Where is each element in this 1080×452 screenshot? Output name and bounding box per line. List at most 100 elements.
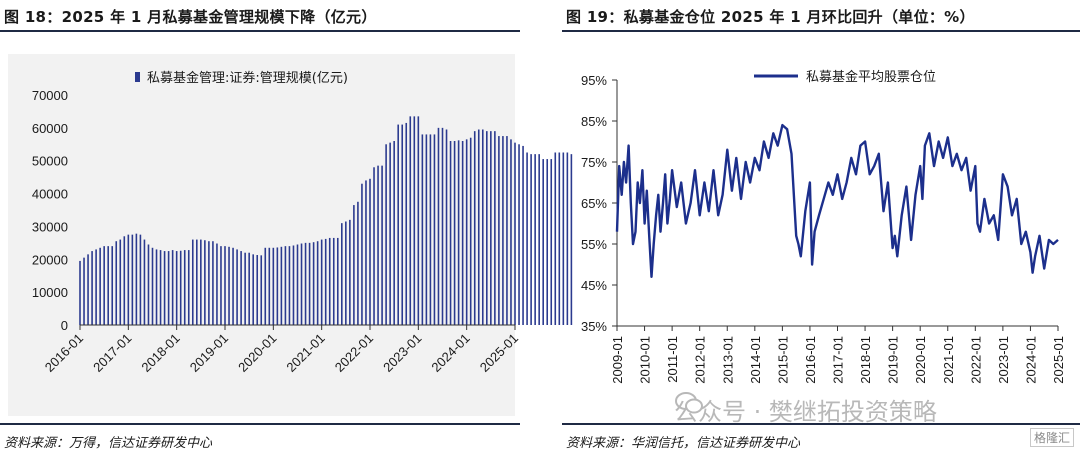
- right-x-tick-label: 2010-01: [638, 336, 653, 384]
- left-bar: [240, 251, 242, 325]
- left-x-tick-label: 2016-01: [42, 331, 86, 375]
- left-bar: [292, 245, 295, 325]
- left-x-tick-label: 2021-01: [283, 331, 327, 375]
- left-x-tick-label: 2020-01: [235, 331, 279, 375]
- left-bar: [187, 250, 190, 325]
- left-bar: [417, 116, 420, 325]
- left-y-tick-label: 40000: [32, 187, 68, 202]
- right-source-note: 资料来源：华润信托，信达证券研发中心: [566, 436, 801, 451]
- left-bar: [119, 239, 122, 325]
- left-bar: [143, 239, 146, 325]
- left-bar: [465, 139, 468, 325]
- left-y-tick-label: 0: [61, 318, 68, 333]
- left-bar: [288, 246, 291, 325]
- left-bar: [437, 127, 440, 325]
- left-x-tick-label: 2019-01: [187, 331, 231, 375]
- left-bar: [131, 234, 134, 325]
- right-x-tick-label: 2018-01: [858, 336, 873, 384]
- right-y-tick-label: 95%: [581, 73, 607, 88]
- left-bar: [252, 254, 254, 325]
- left-legend-label: 私募基金管理:证券:管理规模(亿元): [147, 70, 348, 86]
- left-bar: [284, 246, 287, 325]
- left-bar: [413, 116, 416, 325]
- left-x-tick-label: 2025-01: [477, 331, 521, 375]
- left-bar: [87, 254, 89, 325]
- right-x-tick-label: 2024-01: [1023, 336, 1038, 384]
- left-bar: [204, 240, 206, 325]
- right-x-tick-label: 2021-01: [941, 336, 956, 384]
- left-bar: [328, 237, 331, 325]
- left-bar: [236, 249, 238, 325]
- left-bar: [248, 252, 250, 325]
- left-bar: [453, 141, 456, 325]
- left-bar: [316, 241, 319, 325]
- left-bar: [79, 260, 81, 325]
- left-bar: [345, 221, 347, 325]
- left-bar: [365, 180, 367, 325]
- left-bar: [486, 131, 488, 325]
- right-line-chart: 35% 45% 55% 65% 75% 85% 95% 2009-01 2010-01 2011-…: [581, 69, 1066, 384]
- left-bar: [457, 140, 460, 325]
- right-y-tick-label: 65%: [581, 196, 607, 211]
- left-y-tick-label: 30000: [32, 219, 68, 234]
- left-bar: [357, 201, 359, 325]
- left-bar: [228, 246, 230, 325]
- right-series-line: [615, 123, 1059, 278]
- left-bar: [208, 241, 210, 325]
- right-x-tick-label: 2011-01: [665, 336, 680, 383]
- left-bar: [196, 239, 198, 325]
- left-bar: [135, 233, 138, 325]
- left-bar: [216, 243, 218, 325]
- left-bar: [514, 142, 516, 325]
- left-bar: [276, 247, 279, 325]
- left-bar: [369, 178, 371, 325]
- left-bar: [304, 242, 307, 325]
- left-bar: [405, 122, 408, 325]
- left-bar: [272, 247, 275, 325]
- left-bar: [510, 139, 512, 325]
- left-bar: [522, 145, 524, 325]
- left-bar: [546, 159, 549, 325]
- left-bar: [123, 236, 126, 325]
- left-bar: [103, 246, 105, 325]
- wechat-watermark: 公众号 · 樊继拓投资策略: [674, 390, 1054, 428]
- right-figure-title: 图 19：私募基金仓位 2025 年 1 月环比回升（单位：%）: [566, 8, 975, 26]
- right-x-tick-label: 2023-01: [996, 336, 1011, 384]
- left-bar: [212, 241, 214, 325]
- left-bar: [151, 247, 154, 325]
- left-bar: [558, 152, 561, 325]
- left-x-tick-label: 2024-01: [428, 331, 472, 375]
- left-bar: [373, 167, 375, 325]
- left-bar: [481, 129, 484, 325]
- left-bar: [159, 250, 162, 325]
- left-bar: [425, 134, 428, 325]
- left-bar: [280, 246, 283, 325]
- left-bar: [401, 124, 404, 325]
- left-bar: [324, 238, 327, 325]
- left-bar: [179, 250, 182, 325]
- right-title-rule: [562, 30, 1080, 32]
- left-bar: [163, 251, 166, 325]
- left-x-tick-label: 2017-01: [90, 331, 134, 375]
- left-bar: [530, 154, 532, 325]
- left-x-tick-label: 2018-01: [138, 331, 182, 375]
- left-bar: [268, 247, 271, 325]
- left-bar: [244, 252, 246, 325]
- left-bar: [349, 219, 351, 325]
- left-bar: [449, 141, 452, 325]
- left-figure-title: 图 18：2025 年 1 月私募基金管理规模下降（亿元）: [4, 8, 377, 26]
- right-footer-rule: [562, 423, 1080, 425]
- left-x-tick-label: 2023-01: [380, 331, 424, 375]
- left-bar: [526, 152, 528, 325]
- right-x-tick-label: 2013-01: [720, 336, 735, 384]
- left-bar: [155, 249, 158, 325]
- right-x-tick-label: 2017-01: [831, 336, 846, 384]
- left-bar: [393, 141, 395, 325]
- right-y-tick-label: 85%: [581, 114, 607, 129]
- right-y-tick-label: 45%: [581, 278, 607, 293]
- right-legend-label: 私募基金平均股票仓位: [806, 69, 936, 85]
- left-bar: [570, 154, 573, 325]
- right-figure: 图 19：私募基金仓位 2025 年 1 月环比回升（单位：%） 35% 45% 5…: [562, 0, 1080, 452]
- left-bar: [473, 131, 476, 325]
- left-y-tick-label: 70000: [32, 88, 68, 103]
